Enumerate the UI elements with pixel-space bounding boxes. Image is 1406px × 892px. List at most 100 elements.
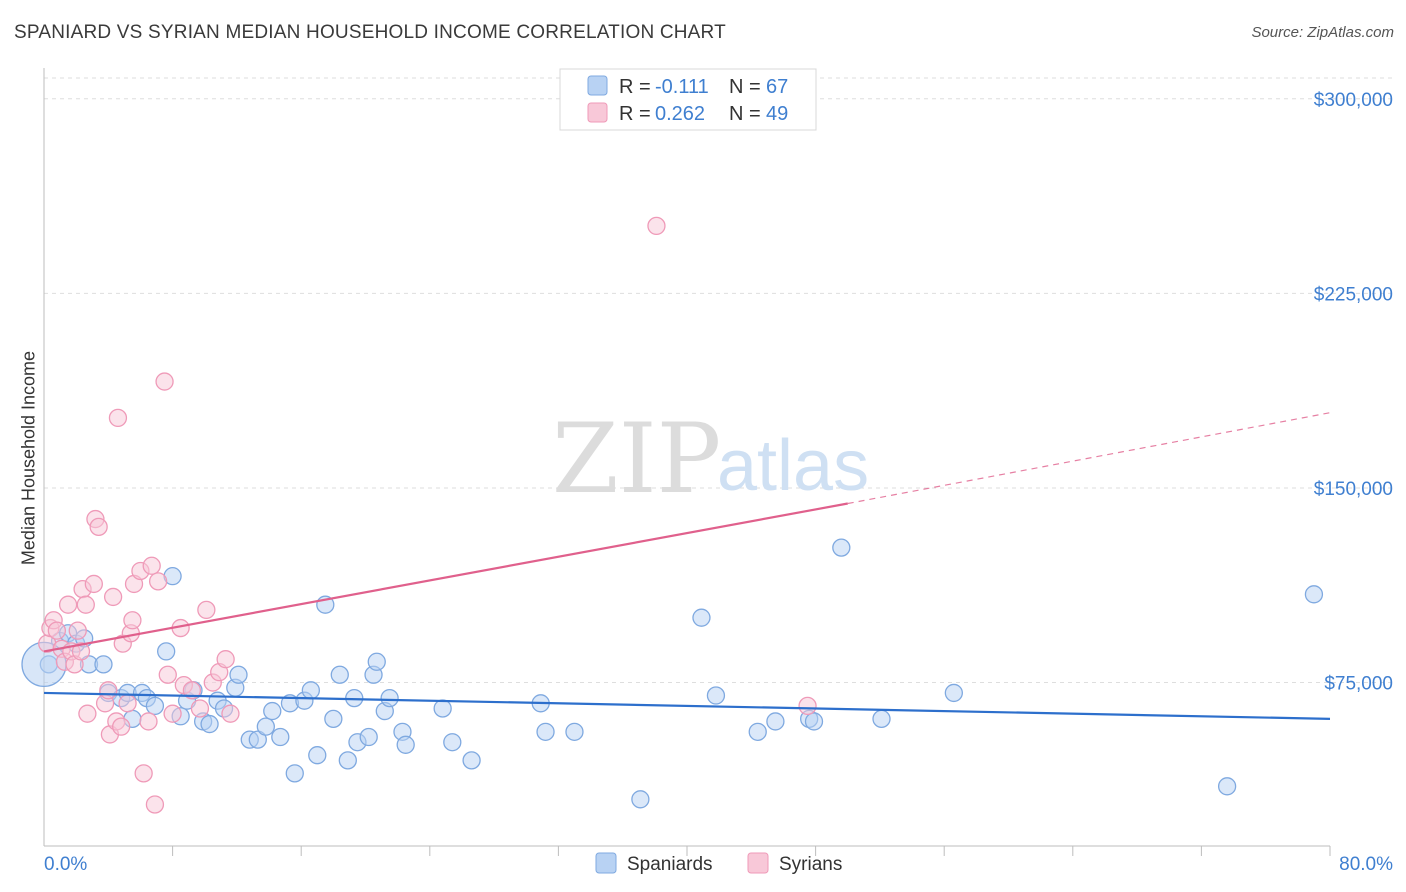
spaniard-point-57 [748,722,767,741]
syrian-point-37 [163,704,182,723]
legend-r-value-spaniards: -0.111 [655,76,709,98]
spaniard-point-28 [263,701,282,721]
spaniard-point-33 [301,681,320,700]
x-tick-label-min: 0.0% [44,854,87,875]
syrian-point-36 [158,665,177,684]
y-tick-label-3: $300,000 [1314,90,1393,111]
legend-n-label-syrians: N = [729,103,761,125]
x-tick-label-max: 80.0% [1339,854,1393,875]
legend: R = -0.111 N = 67 R = 0.262 N = 49 [559,68,817,131]
syrian-point-34 [148,572,168,591]
syrian-point-42 [197,600,216,620]
spaniard-point-54 [631,790,650,809]
spaniard-point-14 [157,642,176,661]
spaniard-point-38 [338,751,357,770]
spaniard-point-64 [1217,777,1237,796]
syrian-point-10 [71,642,91,661]
spaniard-point-49 [443,733,462,752]
legend-r-value-syrians: 0.262 [655,103,705,125]
syrian-point-16 [89,517,108,537]
spaniard-point-43 [367,652,386,671]
syrian-point-3 [47,621,67,640]
syrian-point-27 [123,611,142,630]
syrian-point-12 [76,595,95,614]
spaniard-point-65 [1304,585,1324,604]
syrian-point-14 [84,574,103,594]
spaniard-point-56 [706,686,726,705]
spaniard-point-45 [380,688,399,708]
legend-n-label-spaniards: N = [729,76,761,98]
spaniard-point-58 [766,712,785,731]
spaniard-point-61 [832,538,851,557]
spaniard-point-37 [330,665,349,684]
spaniard-point-34 [308,746,327,765]
spaniard-point-50 [462,751,481,770]
bottom-legend-swatch-spaniards [595,852,617,874]
y-tick-labels: $75,000 $150,000 $225,000 $300,000 [1314,90,1393,695]
spaniard-point-48 [433,699,452,718]
syrian-point-22 [108,408,128,428]
legend-n-value-syrians: 49 [766,103,788,125]
spaniard-point-60 [804,712,824,731]
axes [43,68,1331,856]
syrian-point-45 [216,650,235,669]
spaniard-point-31 [285,764,304,783]
syrian-point-23 [112,717,131,736]
spaniard-point-13 [145,696,165,716]
legend-r-label-syrians: R = [619,103,651,125]
syrian-trend-extension [847,412,1331,505]
syrian-point-41 [190,699,210,718]
spaniard-point-55 [692,608,711,627]
syrian-point-35 [155,372,174,391]
bottom-legend-swatch-syrians [747,852,769,874]
bottom-legend-label-spaniards: Spaniards [627,854,713,875]
y-tick-label-0: $75,000 [1324,674,1393,695]
gridlines [44,77,1392,684]
syrian-point-18 [99,681,118,700]
syrian-point-13 [78,704,97,723]
y-tick-label-1: $150,000 [1314,479,1393,500]
spaniard-point-24 [229,665,248,684]
x-tick-labels: 0.0% 80.0% [44,854,1393,875]
spaniard-point-36 [324,709,343,729]
y-tick-label-2: $225,000 [1314,284,1393,305]
spaniard-point-53 [565,722,584,741]
spaniard-point-62 [872,709,891,729]
watermark: ZIP atlas [552,403,869,515]
syrian-point-33 [145,795,165,814]
source-credit: Source: ZipAtlas.com [1251,24,1394,41]
legend-r-label-spaniards: R = [619,76,651,98]
syrian-point-48 [798,696,817,716]
watermark-zip: ZIP [552,403,721,515]
legend-n-value-spaniards: 67 [766,76,788,98]
spaniard-point-27 [256,717,275,736]
legend-swatch-syrians [587,102,608,123]
data-points [21,216,1324,814]
bottom-legend: Spaniards Syrians [595,852,842,875]
syrian-point-9 [68,621,87,640]
bottom-legend-label-syrians: Syrians [779,854,842,875]
trend-lines [43,412,1331,720]
watermark-atlas: atlas [717,426,869,506]
chart-title: SPANIARD VS SYRIAN MEDIAN HOUSEHOLD INCO… [14,22,726,43]
legend-swatch-spaniards [587,75,608,96]
spaniard-point-47 [396,735,415,754]
spaniard-point-52 [536,722,555,741]
syrian-point-47 [647,216,666,236]
syrian-trend-line [43,502,848,653]
syrian-point-46 [221,704,240,723]
syrian-point-30 [134,764,153,783]
spaniard-point-6 [94,655,113,674]
syrian-point-20 [103,587,123,607]
spaniard-point-20 [200,714,219,734]
spaniard-trend-line [43,691,1331,720]
syrian-point-32 [142,556,161,575]
spaniard-point-29 [271,727,290,747]
syrian-point-40 [182,681,202,700]
spaniard-point-26 [248,730,267,749]
spaniard-point-41 [359,727,378,747]
syrian-point-31 [139,712,158,731]
syrian-point-25 [118,694,137,713]
syrian-point-6 [58,595,78,614]
